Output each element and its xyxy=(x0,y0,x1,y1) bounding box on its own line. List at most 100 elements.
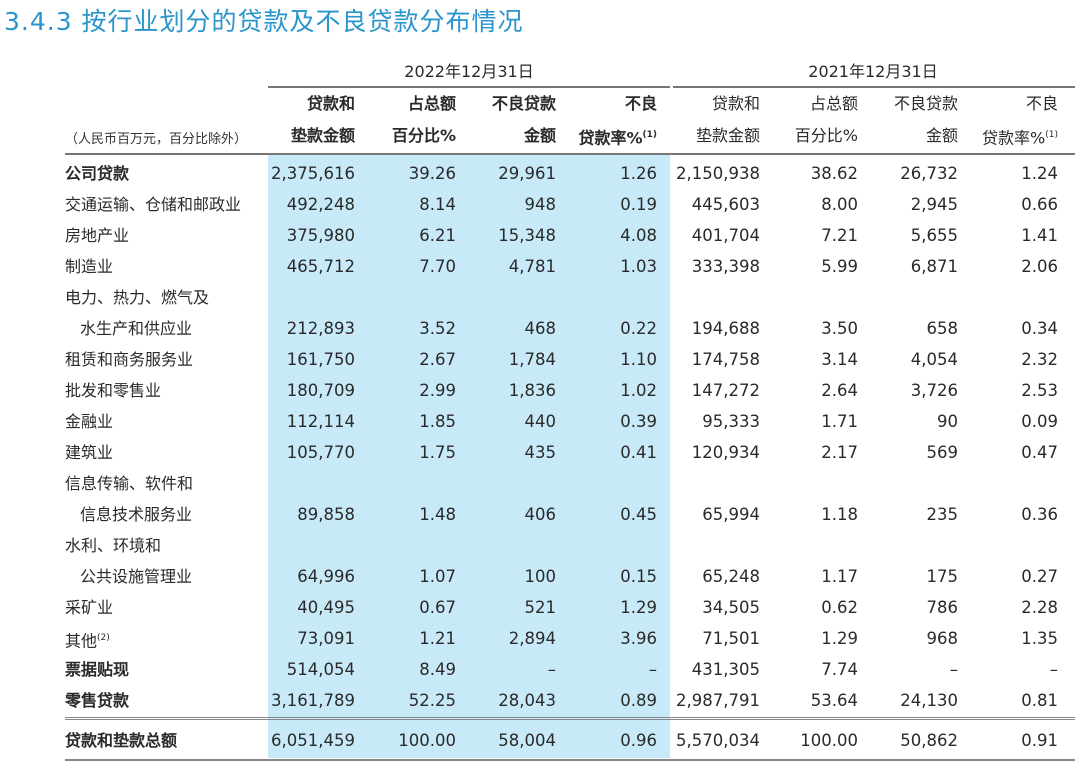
table-cell: 120,934 xyxy=(691,443,760,462)
table-cell: 2,894 xyxy=(508,629,556,648)
row-label-text: 金融业 xyxy=(65,412,114,431)
column-header: 金额 xyxy=(926,120,958,151)
table-cell: – xyxy=(949,660,958,679)
table-cell: 28,043 xyxy=(498,691,556,710)
table-cell: 6.21 xyxy=(419,226,456,245)
table-cell: 0.96 xyxy=(620,731,657,750)
table-cell: 15,348 xyxy=(498,226,556,245)
table-row: 建筑业 105,770 1.75 435 0.41 120,934 2.17 569 0.47 xyxy=(0,437,1080,468)
column-header: 贷款和 xyxy=(712,88,760,119)
column-header: 不良 xyxy=(1026,88,1058,119)
table-cell: 39.26 xyxy=(408,164,456,183)
table-cell: 492,248 xyxy=(286,195,355,214)
table-cell: 786 xyxy=(926,598,959,617)
table-cell: 2.64 xyxy=(821,381,858,400)
table-cell: 1.18 xyxy=(821,505,858,524)
row-label: 其他(2) xyxy=(65,623,110,656)
table-cell: 174,758 xyxy=(691,350,760,369)
row-label: 批发和零售业 xyxy=(65,375,161,406)
table-cell: 0.34 xyxy=(1021,319,1058,338)
table-cell: 445,603 xyxy=(691,195,760,214)
row-label: 采矿业 xyxy=(65,592,113,623)
table-cell: 0.89 xyxy=(620,691,657,710)
column-header: 不良 xyxy=(625,88,657,119)
table-cell: 435 xyxy=(524,443,557,462)
table-cell: 1.02 xyxy=(620,381,657,400)
table-row: 水利、环境和 xyxy=(0,530,1080,561)
table-cell: 1.10 xyxy=(620,350,657,369)
table-row: 金融业 112,114 1.85 440 0.39 95,333 1.71 90 0.09 xyxy=(0,406,1080,437)
table-cell: 1.03 xyxy=(620,257,657,276)
row-label: 租赁和商务服务业 xyxy=(65,344,193,375)
table-cell: 71,501 xyxy=(702,629,760,648)
table-cell: 0.19 xyxy=(620,195,657,214)
row-label-text: 贷款和垫款总额 xyxy=(65,731,178,750)
table-cell: 235 xyxy=(926,505,959,524)
table-cell: – xyxy=(648,660,657,679)
table-cell: 4,781 xyxy=(508,257,556,276)
row-label: 电力、热力、燃气及 xyxy=(65,282,209,313)
table-cell: 65,994 xyxy=(702,505,760,524)
table-cell: 2,150,938 xyxy=(676,164,760,183)
table-cell: 2.99 xyxy=(419,381,456,400)
column-header: 贷款率%(1) xyxy=(578,120,657,153)
column-header: 不良贷款 xyxy=(894,88,958,119)
row-label: 公司贷款 xyxy=(65,158,129,189)
period-2022: 2022年12月31日 xyxy=(404,62,534,81)
table-cell: 406 xyxy=(524,505,557,524)
row-label: 信息技术服务业 xyxy=(80,499,192,530)
row-label: 金融业 xyxy=(65,406,113,437)
table-cell: 112,114 xyxy=(286,412,355,431)
table-cell: 2.06 xyxy=(1021,257,1058,276)
table-cell: 948 xyxy=(524,195,557,214)
table-cell: – xyxy=(547,660,556,679)
row-label-text: 水利、环境和 xyxy=(65,536,162,555)
column-header: 百分比% xyxy=(795,120,858,151)
column-header: 贷款和 xyxy=(307,88,355,119)
row-label-text: 信息传输、软件和 xyxy=(65,474,194,493)
table-row: 制造业 465,712 7.70 4,781 1.03 333,398 5.99 6,871 2… xyxy=(0,251,1080,282)
table-cell: 3.50 xyxy=(821,319,858,338)
table-cell: 1.29 xyxy=(620,598,657,617)
unit-note: （人民币百万元，百分比除外） xyxy=(65,132,248,147)
table-cell: 1.75 xyxy=(419,443,456,462)
table-cell: 1.24 xyxy=(1021,164,1058,183)
table-row: 其他(2) 73,091 1.21 2,894 3.96 71,501 1.29 968 1.3… xyxy=(0,623,1080,654)
table-cell: 0.09 xyxy=(1021,412,1058,431)
table-cell: 3,726 xyxy=(910,381,958,400)
table-cell: 1,836 xyxy=(508,381,556,400)
table-cell: 8.00 xyxy=(821,195,858,214)
column-header: 占总额 xyxy=(810,88,858,119)
table-cell: 5,570,034 xyxy=(676,731,760,750)
table-cell: 0.91 xyxy=(1021,731,1058,750)
table-row: 信息传输、软件和 xyxy=(0,468,1080,499)
table-cell: 658 xyxy=(926,319,959,338)
table-row: 信息技术服务业 89,858 1.48 406 0.45 65,994 1.18 235 0.3… xyxy=(0,499,1080,530)
table-cell: 1.26 xyxy=(620,164,657,183)
table-cell: 100.00 xyxy=(398,731,456,750)
table-cell: 50,862 xyxy=(900,731,958,750)
column-header-text: 不良 xyxy=(624,94,657,113)
table-row: 电力、热力、燃气及 xyxy=(0,282,1080,313)
row-label-text: 房地产业 xyxy=(65,226,130,245)
row-label-text: 租赁和商务服务业 xyxy=(65,350,194,369)
table-cell: 90 xyxy=(937,412,958,431)
table-cell: 0.47 xyxy=(1021,443,1058,462)
table-cell: 3.96 xyxy=(620,629,657,648)
table-row: 零售贷款 3,161,789 52.25 28,043 0.89 2,987,791 53.… xyxy=(0,685,1080,716)
table-cell: 0.22 xyxy=(620,319,657,338)
table-row: 票据贴现 514,054 8.49 – – 431,305 7.74 – – xyxy=(0,654,1080,685)
row-label-text: 零售贷款 xyxy=(65,691,130,710)
table-cell: 64,996 xyxy=(297,567,355,586)
row-label-text: 电力、热力、燃气及 xyxy=(65,288,210,307)
table-cell: 38.62 xyxy=(810,164,858,183)
column-header: 百分比% xyxy=(392,120,456,151)
table-cell: 24,130 xyxy=(900,691,958,710)
row-label-text: 制造业 xyxy=(65,257,114,276)
row-label-text: 批发和零售业 xyxy=(65,381,162,400)
divider xyxy=(65,153,1075,155)
table-row: 房地产业 375,980 6.21 15,348 4.08 401,704 7.21 5,65… xyxy=(0,220,1080,251)
table-cell: 2.32 xyxy=(1021,350,1058,369)
table-cell: 0.45 xyxy=(620,505,657,524)
table-cell: 89,858 xyxy=(297,505,355,524)
